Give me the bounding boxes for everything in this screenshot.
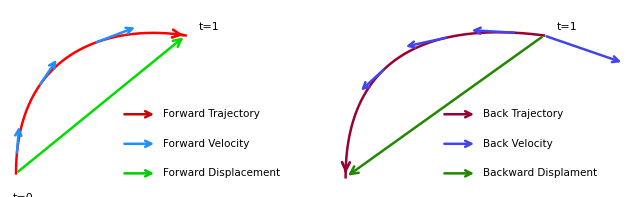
Text: Forward Displacement: Forward Displacement xyxy=(163,168,280,178)
Text: t=1: t=1 xyxy=(557,21,577,32)
Text: Forward Velocity: Forward Velocity xyxy=(163,139,250,149)
Text: Back Trajectory: Back Trajectory xyxy=(483,109,563,119)
Text: Backward Displament: Backward Displament xyxy=(483,168,597,178)
Text: t=1: t=1 xyxy=(198,21,219,32)
Text: Back Velocity: Back Velocity xyxy=(483,139,553,149)
Text: t=0: t=0 xyxy=(13,193,33,197)
Text: Forward Trajectory: Forward Trajectory xyxy=(163,109,260,119)
